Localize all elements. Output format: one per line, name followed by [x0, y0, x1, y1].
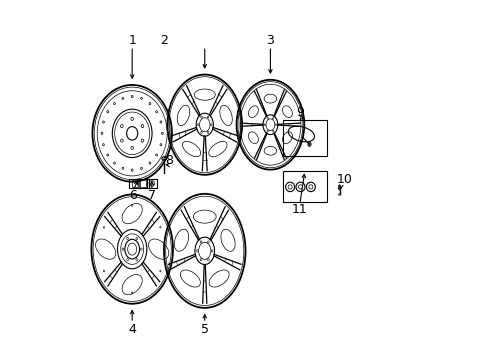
Text: 10: 10 [336, 174, 352, 186]
Text: 2: 2 [160, 33, 168, 46]
Text: 9: 9 [295, 106, 303, 119]
Bar [282, 120, 327, 156]
Bar [129, 179, 148, 188]
Text: 3: 3 [266, 33, 274, 46]
Text: 1: 1 [128, 33, 136, 46]
Text: 6: 6 [129, 189, 137, 202]
Ellipse shape [307, 142, 310, 147]
Bar [132, 180, 138, 186]
Text: 11: 11 [291, 203, 307, 216]
Text: 4: 4 [128, 323, 136, 336]
Bar [140, 180, 146, 186]
Text: 5: 5 [201, 323, 208, 336]
Bar [282, 171, 327, 202]
Bar [147, 179, 156, 188]
Text: 7: 7 [147, 189, 156, 202]
Ellipse shape [338, 185, 340, 190]
Text: 8: 8 [165, 154, 173, 167]
